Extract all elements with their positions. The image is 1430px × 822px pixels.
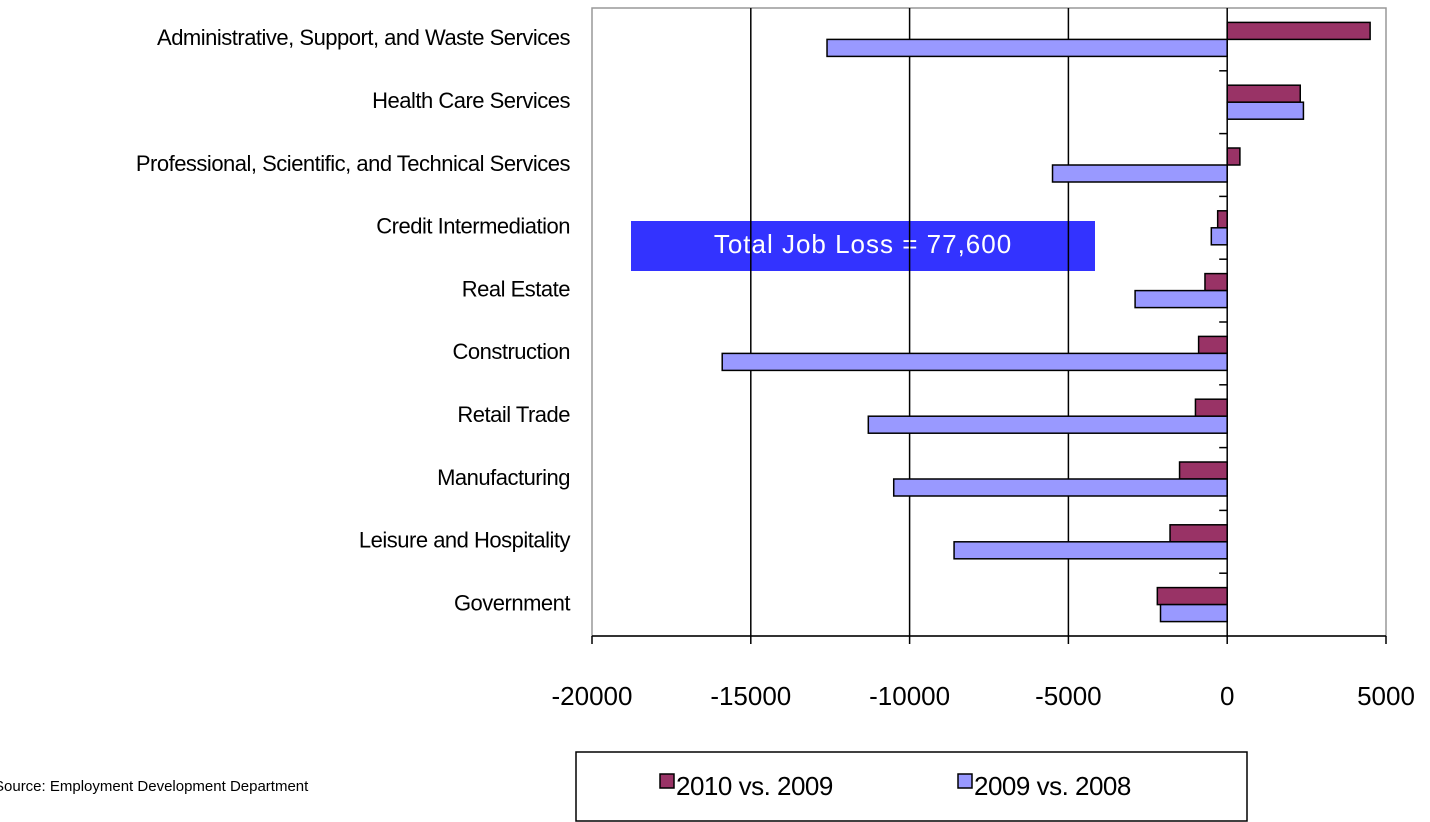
- bar: [867, 415, 1228, 434]
- bar: [1178, 461, 1228, 480]
- bar: [1194, 398, 1228, 417]
- x-tick-label: -15000: [710, 681, 791, 711]
- category-label: Construction: [452, 339, 570, 364]
- category-label: Leisure and Hospitality: [359, 528, 571, 553]
- bar: [1226, 101, 1305, 120]
- x-tick-label: 0: [1220, 681, 1234, 711]
- category-label: Health Care Services: [372, 88, 570, 113]
- bar: [1210, 227, 1228, 246]
- x-tick-label: -5000: [1035, 681, 1102, 711]
- legend-label: 2010 vs. 2009: [676, 771, 833, 801]
- x-tick-label: 5000: [1357, 681, 1415, 711]
- legend-box: [575, 751, 1248, 822]
- annotation: Total Job Loss = 77,600: [714, 229, 1012, 259]
- legend-swatch: [659, 773, 675, 789]
- category-label: Manufacturing: [437, 465, 570, 490]
- category-label: Government: [454, 590, 570, 615]
- bar: [1226, 84, 1301, 103]
- category-label: Credit Intermediation: [376, 214, 570, 239]
- bar: [1226, 21, 1371, 41]
- source: Source: Employment Development Departmen…: [0, 778, 309, 795]
- bar: [721, 352, 1228, 372]
- bar: [1134, 289, 1228, 309]
- bar: [1226, 147, 1241, 166]
- bar: [1216, 210, 1228, 229]
- category-label: Professional, Scientific, and Technical …: [136, 151, 571, 176]
- bar: [1197, 335, 1228, 355]
- bar: [1051, 164, 1228, 183]
- bar: [1159, 603, 1228, 623]
- category-label: Real Estate: [462, 276, 570, 301]
- category-label: Retail Trade: [457, 402, 570, 427]
- bar: [953, 541, 1228, 560]
- x-tick-label: -10000: [869, 681, 950, 711]
- x-tick-label: -20000: [552, 681, 633, 711]
- legend-label: 2009 vs. 2008: [974, 771, 1131, 801]
- bar: [1169, 524, 1228, 543]
- bar: [1156, 586, 1228, 606]
- legend-swatch: [957, 773, 973, 789]
- annotation-box: [631, 221, 1095, 271]
- bar: [1204, 272, 1228, 292]
- bar: [826, 38, 1228, 58]
- category-label: Administrative, Support, and Waste Servi…: [157, 25, 570, 50]
- bar: [892, 478, 1228, 497]
